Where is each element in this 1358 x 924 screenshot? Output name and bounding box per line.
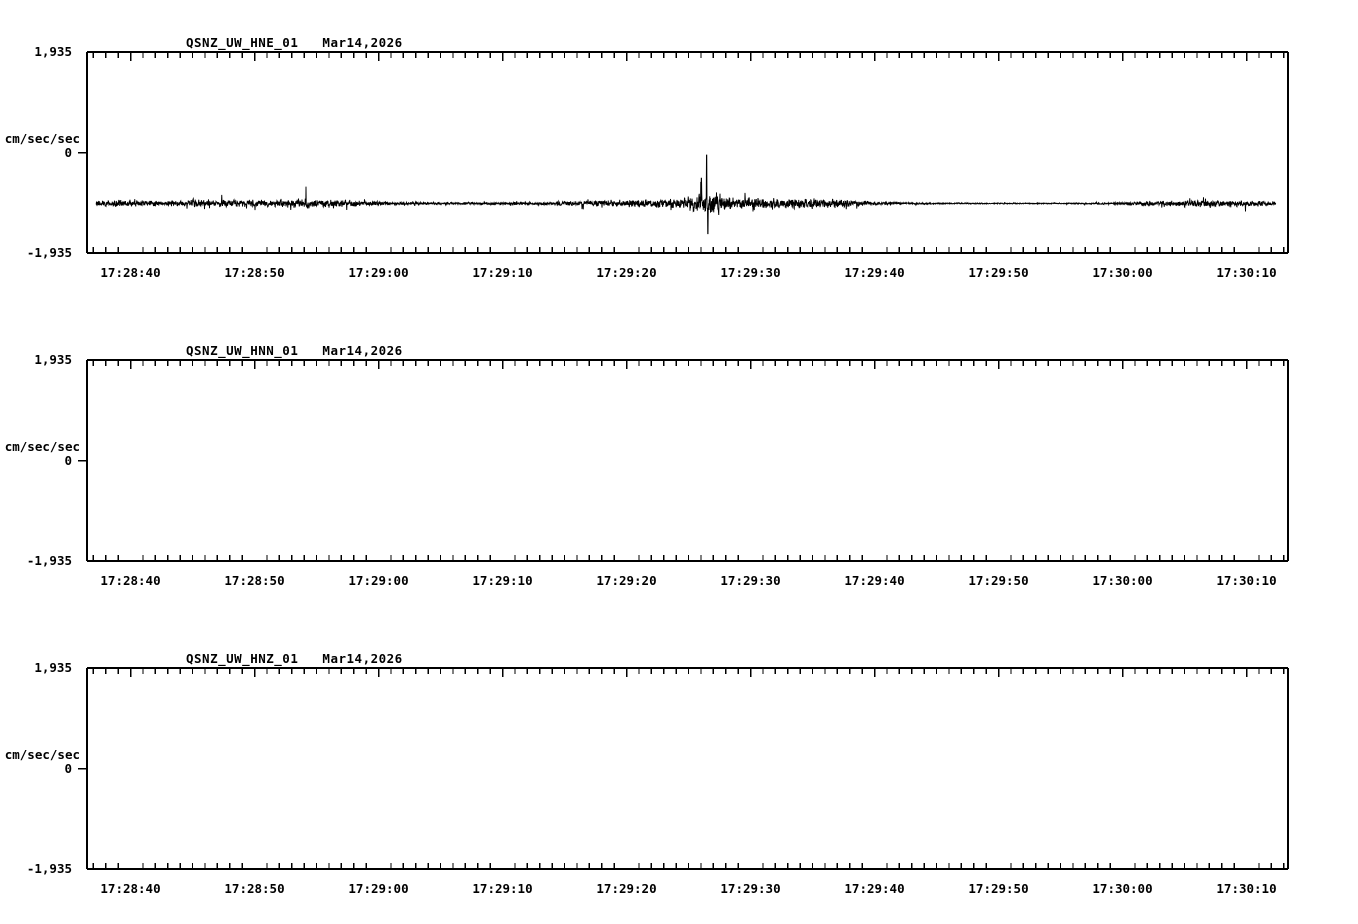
x-axis-tick-label: 17:29:50 (968, 265, 1029, 280)
y-axis-top-label: 1,935 (34, 352, 72, 367)
x-axis-tick-label: 17:29:30 (720, 881, 781, 896)
x-axis-tick-label: 17:29:50 (968, 573, 1029, 588)
y-axis-units-label: cm/sec/sec (4, 438, 80, 454)
x-axis-tick-label: 17:29:30 (720, 573, 781, 588)
x-axis-tick-label: 17:29:40 (844, 573, 905, 588)
plot-area (78, 359, 1289, 562)
y-axis-top-label: 1,935 (34, 44, 72, 59)
x-axis-tick-label: 17:29:40 (844, 265, 905, 280)
plot-area (78, 51, 1289, 254)
waveform-trace (95, 154, 1277, 235)
panel-title: QSNZ_UW_HNN_01 Mar14,2026 (186, 343, 403, 358)
x-axis-tick-label: 17:30:00 (1092, 265, 1153, 280)
y-axis-bottom-label: -1,935 (26, 245, 72, 260)
x-axis-tick-label: 17:28:40 (100, 881, 161, 896)
x-axis-tick-label: 17:29:50 (968, 881, 1029, 896)
panel-title: QSNZ_UW_HNE_01 Mar14,2026 (186, 35, 403, 50)
y-axis-zero-label: 0 (64, 144, 72, 160)
x-axis-tick-label: 17:29:40 (844, 881, 905, 896)
y-axis-units-label: cm/sec/sec (4, 746, 80, 762)
x-axis-tick-label: 17:29:10 (472, 881, 533, 896)
plot-area (78, 667, 1289, 870)
x-axis-tick-label: 17:30:10 (1216, 881, 1277, 896)
x-axis-tick-label: 17:28:40 (100, 265, 161, 280)
x-axis-tick-label: 17:29:00 (348, 265, 409, 280)
x-axis-tick-label: 17:29:20 (596, 265, 657, 280)
x-axis-tick-label: 17:29:30 (720, 265, 781, 280)
x-axis-tick-label: 17:28:50 (224, 573, 285, 588)
x-axis-tick-label: 17:29:00 (348, 881, 409, 896)
y-axis-zero-label: 0 (64, 452, 72, 468)
y-axis-units-label: cm/sec/sec (4, 130, 80, 146)
y-axis-bottom-label: -1,935 (26, 553, 72, 568)
x-axis-tick-label: 17:29:20 (596, 881, 657, 896)
y-axis-top-label: 1,935 (34, 660, 72, 675)
x-axis-tick-label: 17:29:10 (472, 573, 533, 588)
x-axis-tick-label: 17:30:10 (1216, 265, 1277, 280)
x-axis-tick-label: 17:28:50 (224, 881, 285, 896)
x-axis-tick-label: 17:30:10 (1216, 573, 1277, 588)
x-axis-tick-label: 17:30:00 (1092, 573, 1153, 588)
y-axis-bottom-label: -1,935 (26, 861, 72, 876)
x-axis-tick-label: 17:29:20 (596, 573, 657, 588)
x-axis-tick-label: 17:29:10 (472, 265, 533, 280)
panel-title: QSNZ_UW_HNZ_01 Mar14,2026 (186, 651, 403, 666)
x-axis-tick-label: 17:29:00 (348, 573, 409, 588)
x-axis-tick-label: 17:28:40 (100, 573, 161, 588)
y-axis-zero-label: 0 (64, 760, 72, 776)
x-axis-tick-label: 17:30:00 (1092, 881, 1153, 896)
x-axis-tick-label: 17:28:50 (224, 265, 285, 280)
